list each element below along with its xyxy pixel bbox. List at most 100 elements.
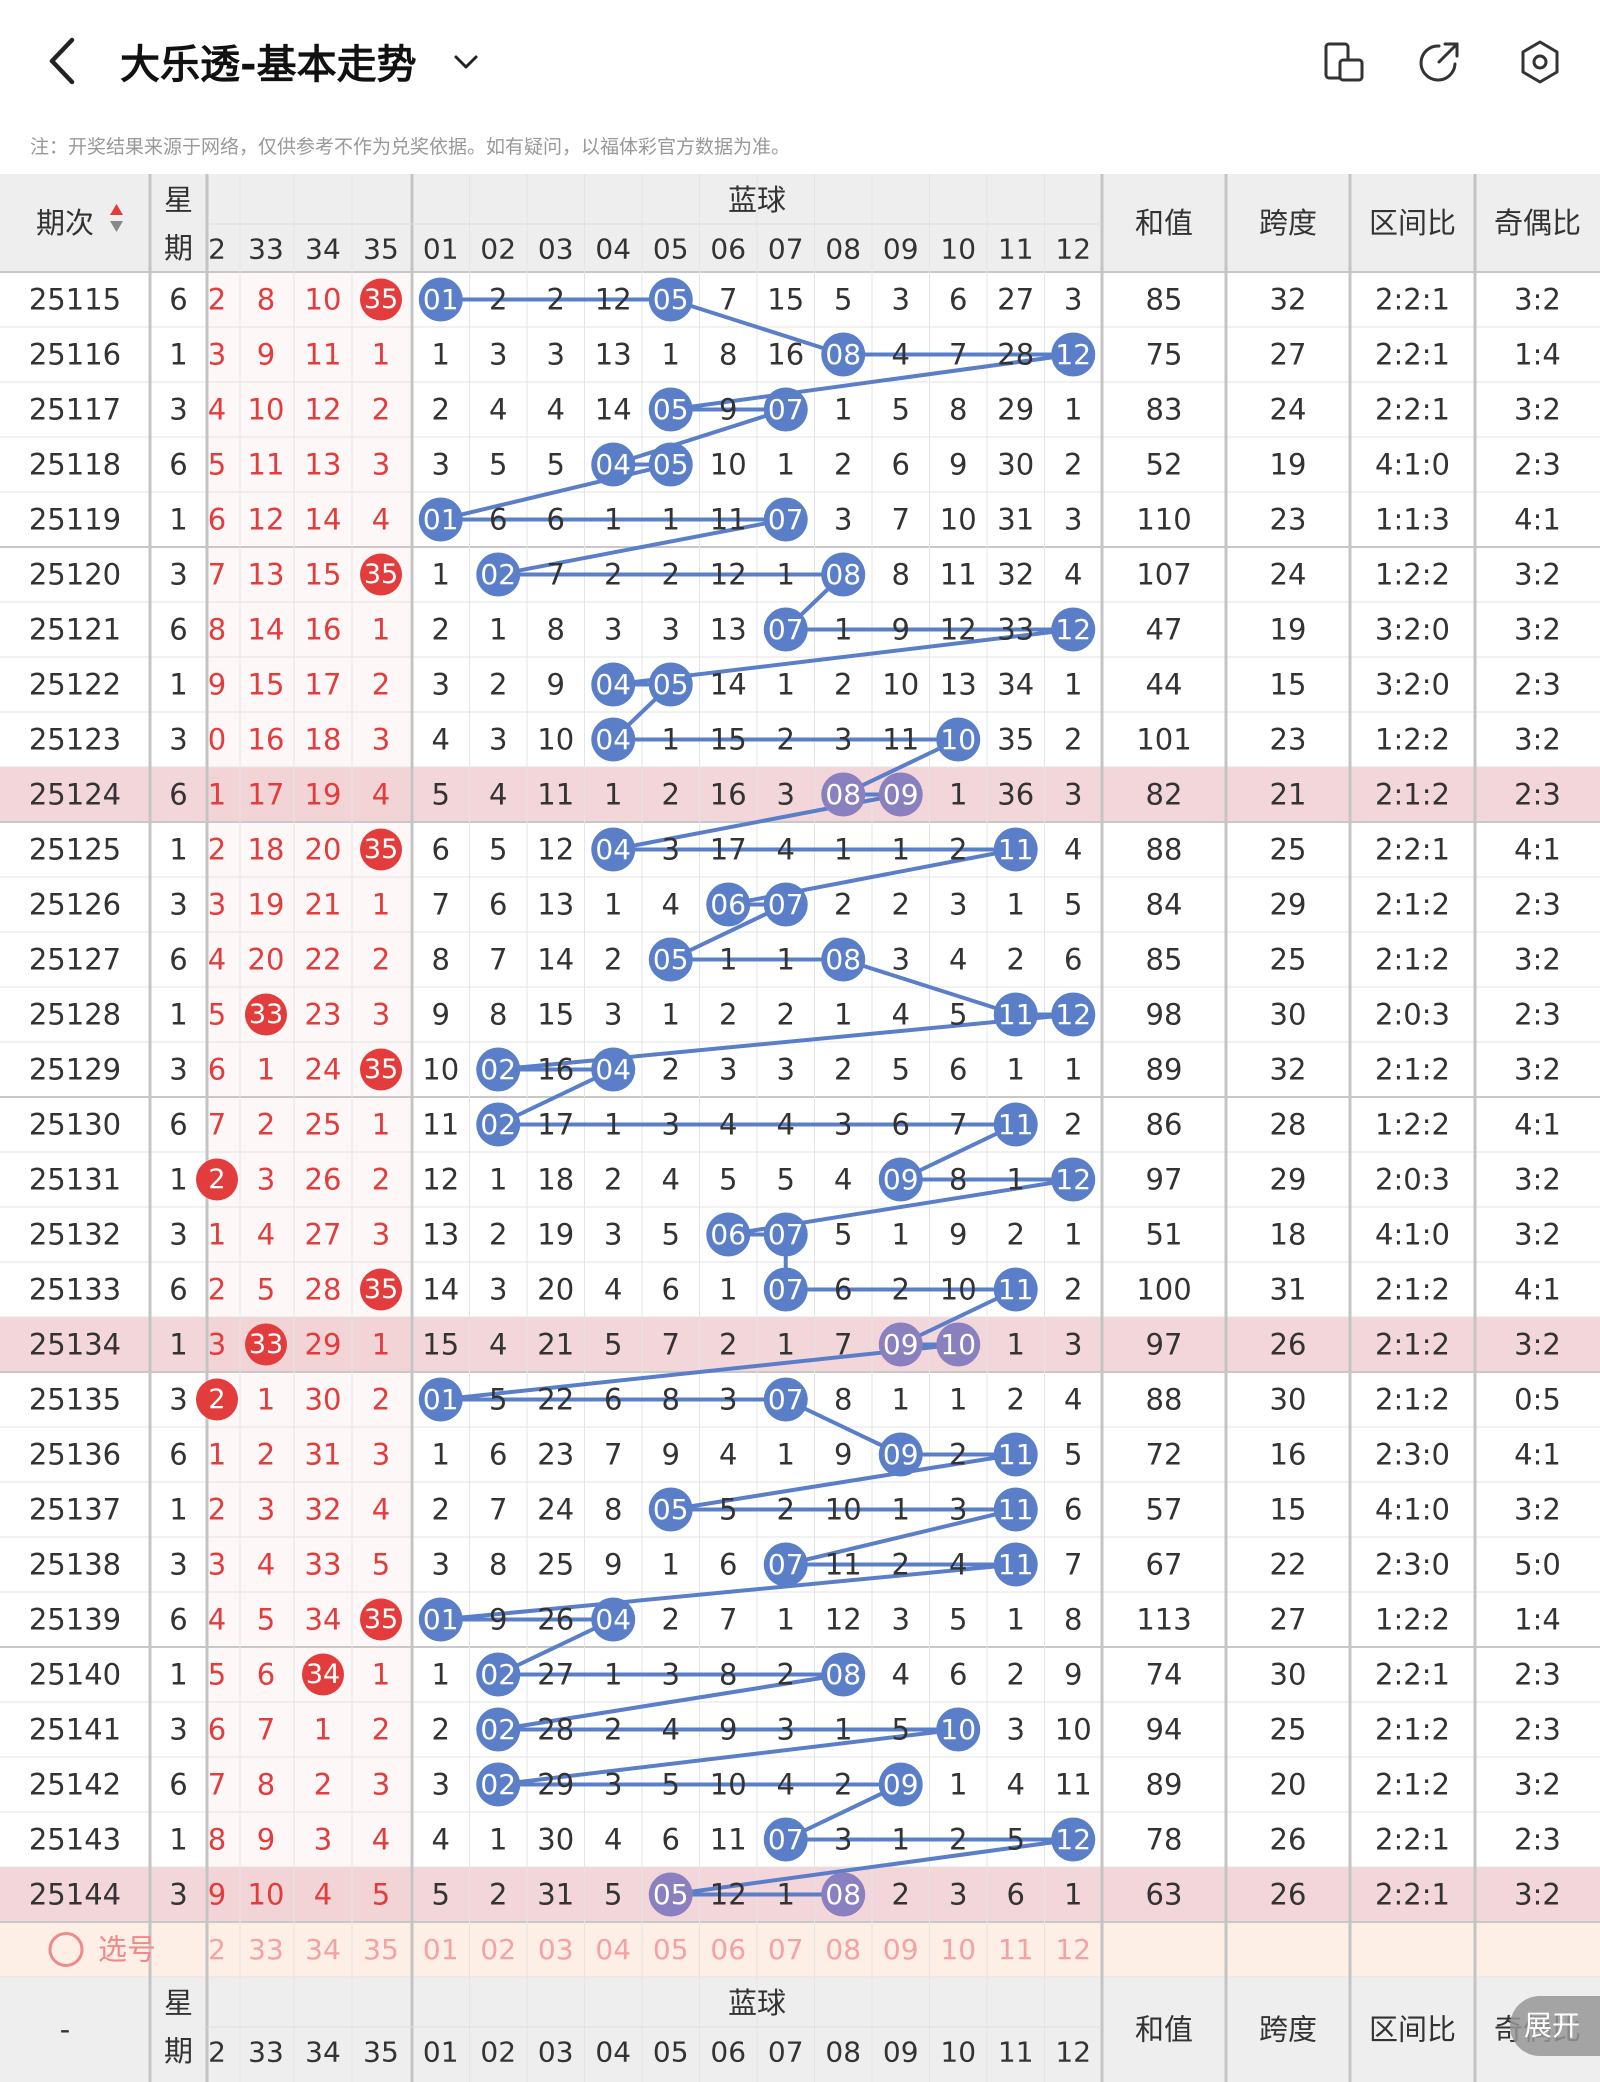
phone-rotate-icon[interactable] (1320, 38, 1368, 86)
red-miss-count: 3 (372, 1438, 390, 1472)
blue-ball[interactable] (648, 662, 693, 707)
blue-ball[interactable] (648, 937, 693, 982)
blue-ball[interactable] (706, 1212, 751, 1257)
blue-ball[interactable] (591, 1597, 636, 1642)
blue-miss-count: 3 (432, 668, 450, 702)
blue-ball[interactable] (878, 772, 923, 817)
blue-ball[interactable] (418, 1377, 463, 1422)
blue-ball[interactable] (993, 1542, 1038, 1587)
blue-ball[interactable] (763, 1267, 808, 1312)
blue-ball[interactable] (821, 332, 866, 377)
select-blue-number[interactable]: 09 (883, 1933, 919, 1966)
blue-ball[interactable] (936, 1707, 981, 1752)
select-red-number[interactable]: 33 (248, 1933, 284, 1966)
blue-miss-count: 2 (1064, 1273, 1082, 1307)
blue-miss-count: 9 (949, 448, 967, 482)
blue-ball[interactable] (648, 387, 693, 432)
blue-ball[interactable] (993, 1432, 1038, 1477)
blue-ball[interactable] (591, 1047, 636, 1092)
blue-ball[interactable] (763, 1212, 808, 1257)
sort-up-icon[interactable] (110, 204, 123, 215)
red-zone-bg (207, 657, 410, 712)
red-ball (302, 1653, 344, 1696)
blue-ball[interactable] (878, 1322, 923, 1367)
blue-ball[interactable] (878, 1762, 923, 1807)
back-arrow-icon[interactable] (42, 34, 82, 88)
select-red-number[interactable]: 34 (305, 1933, 341, 1966)
sort-down-icon[interactable] (110, 221, 123, 232)
blue-ball[interactable] (706, 882, 751, 927)
select-red-number[interactable]: 2 (208, 1933, 226, 1966)
select-checkbox-icon[interactable] (48, 1932, 84, 1967)
blue-ball[interactable] (476, 1652, 521, 1697)
blue-ball[interactable] (418, 1597, 463, 1642)
blue-ball[interactable] (763, 882, 808, 927)
blue-ball[interactable] (1051, 332, 1096, 377)
blue-ball[interactable] (763, 497, 808, 542)
select-blue-number[interactable]: 07 (768, 1933, 804, 1966)
blue-ball[interactable] (936, 1322, 981, 1367)
select-blue-number[interactable]: 06 (710, 1933, 746, 1966)
blue-ball[interactable] (648, 1487, 693, 1532)
blue-ball[interactable] (763, 1542, 808, 1587)
blue-miss-count: 9 (719, 393, 737, 427)
blue-ball[interactable] (993, 1102, 1038, 1147)
zone-ratio-cell: 2:1:2 (1375, 1053, 1450, 1087)
blue-ball[interactable] (591, 717, 636, 762)
red-miss-count: 15 (305, 558, 342, 592)
expand-button[interactable]: 展开 (1510, 1996, 1600, 2056)
blue-ball[interactable] (648, 442, 693, 487)
blue-ball[interactable] (993, 1267, 1038, 1312)
blue-ball[interactable] (821, 552, 866, 597)
blue-ball[interactable] (648, 1872, 693, 1917)
select-blue-number[interactable]: 03 (538, 1933, 574, 1966)
blue-ball[interactable] (821, 1652, 866, 1697)
blue-ball[interactable] (821, 1872, 866, 1917)
odd-even-header: 奇偶比 (1494, 206, 1581, 240)
issue-header[interactable]: 期次 (36, 206, 94, 240)
blue-ball[interactable] (1051, 992, 1096, 1037)
blue-ball[interactable] (993, 992, 1038, 1037)
share-icon[interactable] (1415, 38, 1463, 86)
blue-ball[interactable] (763, 1377, 808, 1422)
select-blue-number[interactable]: 08 (825, 1933, 861, 1966)
select-blue-number[interactable]: 10 (940, 1933, 976, 1966)
blue-ball[interactable] (476, 1102, 521, 1147)
blue-ball[interactable] (763, 607, 808, 652)
select-blue-number[interactable]: 12 (1055, 1933, 1091, 1966)
blue-ball[interactable] (993, 827, 1038, 872)
blue-ball[interactable] (591, 827, 636, 872)
blue-ball[interactable] (1051, 1817, 1096, 1862)
blue-ball[interactable] (476, 1707, 521, 1752)
blue-miss-count: 1 (1007, 1603, 1025, 1637)
settings-icon[interactable] (1516, 38, 1564, 86)
blue-ball[interactable] (936, 717, 981, 762)
select-blue-number[interactable]: 04 (595, 1933, 631, 1966)
blue-ball[interactable] (476, 552, 521, 597)
blue-ball[interactable] (591, 442, 636, 487)
blue-ball[interactable] (878, 1432, 923, 1477)
blue-ball[interactable] (821, 772, 866, 817)
blue-ball[interactable] (1051, 607, 1096, 652)
select-blue-number[interactable]: 02 (480, 1933, 516, 1966)
blue-ball[interactable] (763, 387, 808, 432)
blue-ball[interactable] (821, 937, 866, 982)
select-blue-number[interactable]: 11 (998, 1933, 1034, 1966)
blue-ball[interactable] (476, 1762, 521, 1807)
blue-ball[interactable] (878, 1157, 923, 1202)
blue-ball[interactable] (418, 497, 463, 542)
blue-ball[interactable] (648, 277, 693, 322)
blue-ball[interactable] (418, 277, 463, 322)
blue-ball[interactable] (993, 1487, 1038, 1532)
select-blue-number[interactable]: 01 (423, 1933, 459, 1966)
blue-ball[interactable] (1051, 1157, 1096, 1202)
select-label[interactable]: 选号 (98, 1933, 156, 1967)
sort-arrows-icon[interactable] (110, 204, 123, 232)
select-blue-number[interactable]: 05 (653, 1933, 689, 1966)
chevron-down-icon[interactable] (448, 44, 484, 80)
blue-ball[interactable] (763, 1817, 808, 1862)
select-red-number[interactable]: 35 (363, 1933, 399, 1966)
blue-ball[interactable] (476, 1047, 521, 1092)
blue-miss-count: 1 (432, 558, 450, 592)
blue-ball[interactable] (591, 662, 636, 707)
